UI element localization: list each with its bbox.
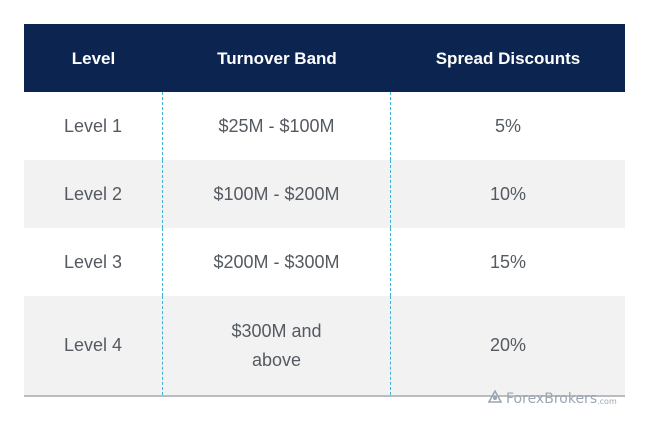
spread-discount-cell: 5%: [494, 115, 521, 136]
turnover-band-cell: $300M and above: [163, 296, 391, 395]
header-turnover-band: Turnover Band: [217, 48, 337, 68]
level-cell: Level 1: [24, 92, 163, 160]
table-row: Level 2 $100M - $200M 10%: [24, 160, 625, 228]
spread-discounts-table: Level Turnover Band Spread Discounts Lev…: [24, 24, 625, 397]
table-row: Level 4 $300M and above 20%: [24, 296, 625, 395]
table-row: Level 3 $200M - $300M 15%: [24, 228, 625, 296]
turnover-band-cell: $200M - $300M: [163, 228, 391, 296]
header-level: Level: [71, 48, 116, 68]
turnover-band-cell: $100M - $200M: [163, 160, 391, 228]
level-cell: Level 2: [24, 160, 163, 228]
forexbrokers-logo-icon: [487, 389, 503, 408]
forexbrokers-watermark: ForexBrokers .com: [487, 389, 617, 408]
table-row: Level 1 $25M - $100M 5%: [24, 92, 625, 160]
header-spread-discounts: Spread Discounts: [435, 48, 581, 68]
level-cell: Level 3: [24, 228, 163, 296]
spread-discount-cell: 10%: [489, 183, 527, 204]
watermark-brand: ForexBrokers: [506, 391, 598, 407]
table-header-row: Level Turnover Band Spread Discounts: [24, 24, 625, 92]
turnover-band-cell: $25M - $100M: [163, 92, 391, 160]
spread-discount-cell: 20%: [489, 335, 527, 355]
watermark-suffix: .com: [597, 397, 617, 406]
level-cell: Level 4: [24, 296, 163, 395]
spread-discount-cell: 15%: [489, 251, 527, 272]
turnover-band-text: $300M and above: [231, 320, 322, 370]
